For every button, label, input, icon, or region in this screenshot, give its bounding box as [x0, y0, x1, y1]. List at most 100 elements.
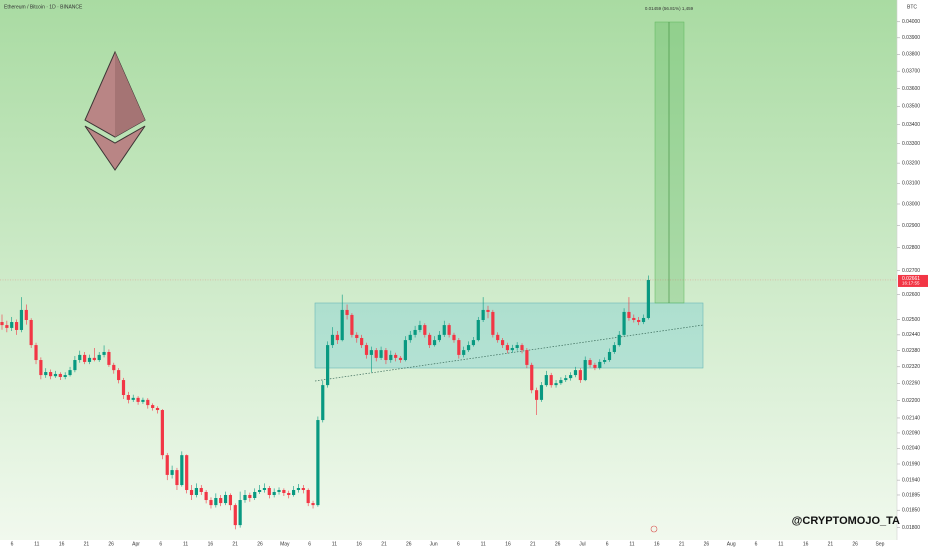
- candle-body: [564, 378, 568, 381]
- candle-body: [559, 380, 563, 384]
- candle-body: [603, 360, 607, 362]
- y-tick-label: 0.02440: [902, 332, 920, 338]
- candle-body: [326, 345, 330, 386]
- candle-body: [223, 494, 228, 504]
- x-tick-label: Apr: [132, 541, 140, 547]
- x-tick-label: 21: [232, 541, 238, 547]
- candle-body: [622, 311, 626, 335]
- candle-body: [92, 357, 96, 361]
- candle-body: [73, 360, 77, 371]
- candle-body: [379, 350, 383, 358]
- range-zone: [314, 302, 704, 369]
- x-tick-label: 26: [406, 541, 412, 547]
- candle-body: [360, 337, 364, 346]
- candle-body: [374, 350, 378, 358]
- y-tick-label: 0.02800: [902, 245, 920, 251]
- x-tick-label: Jul: [579, 541, 585, 547]
- candle-body: [296, 488, 301, 490]
- candle-body: [462, 350, 466, 355]
- candle-body: [272, 491, 276, 495]
- candle-body: [617, 334, 621, 346]
- candle-body: [476, 319, 480, 341]
- candle-body: [403, 340, 407, 361]
- x-tick-label: 11: [183, 541, 188, 547]
- candle-body: [641, 317, 646, 323]
- candle-body: [126, 395, 130, 400]
- candle-body: [185, 455, 189, 490]
- candle-body: [151, 405, 155, 408]
- candle-body: [29, 319, 33, 346]
- candle-body: [364, 345, 369, 355]
- candle-body: [287, 492, 291, 495]
- y-tick-label: 0.03800: [902, 52, 920, 58]
- candle-body: [486, 309, 490, 312]
- marks: 0.04000 0.03900 0.03800 0.03700 0.03600 0.035…: [0, 19, 928, 547]
- candle-body: [306, 489, 310, 504]
- measure-label: 0.01459 (56.81%) 1,459: [645, 6, 694, 11]
- candle-body: [53, 373, 58, 377]
- x-tick-label: 6: [159, 541, 162, 547]
- candle-body: [496, 334, 500, 341]
- candle-body: [24, 309, 28, 320]
- candle-body: [384, 350, 388, 361]
- candle-body: [311, 503, 315, 506]
- x-tick-label: 6: [755, 541, 758, 547]
- candle-body: [155, 407, 160, 411]
- y-tick-label: 0.03900: [902, 35, 920, 41]
- candle-body: [0, 322, 4, 326]
- candle-body: [457, 340, 461, 355]
- candle-body: [549, 375, 553, 386]
- y-tick-label: 0.03600: [902, 86, 920, 92]
- candle-body: [437, 334, 441, 341]
- candle-body: [204, 491, 208, 501]
- y-tick-label: 0.02700: [902, 268, 920, 274]
- candle-body: [121, 380, 126, 396]
- candle-body: [136, 397, 140, 402]
- y-tick-label: 0.03400: [902, 122, 920, 128]
- y-tick-label: 0.02090: [902, 430, 920, 436]
- candle-body: [34, 345, 38, 361]
- candle-body: [257, 489, 262, 492]
- candle-body: [253, 491, 257, 499]
- candle-body: [321, 385, 325, 421]
- candle-body: [112, 364, 116, 371]
- candle-body: [141, 399, 145, 402]
- y-tick-label: 0.02600: [902, 292, 920, 298]
- x-tick-label: 21: [530, 541, 536, 547]
- candle-body: [627, 311, 631, 318]
- countdown-label: 16:17:55: [902, 281, 920, 286]
- x-tick-label: 26: [108, 541, 114, 547]
- x-tick-label: 11: [629, 541, 634, 547]
- candle-body: [39, 360, 43, 376]
- candle-body: [233, 505, 237, 526]
- candle-body: [292, 489, 296, 495]
- candle-body: [102, 351, 106, 355]
- x-tick-label: 6: [606, 541, 609, 547]
- y-tick-label: 0.03500: [902, 104, 920, 110]
- candle-body: [189, 489, 194, 495]
- candle-body: [544, 375, 548, 386]
- x-tick-label: 11: [778, 541, 783, 547]
- watermark: @CRYPTOMOJO_TA: [792, 515, 900, 527]
- x-tick-label: 11: [481, 541, 486, 547]
- candle-body: [175, 470, 179, 486]
- candle-body: [5, 325, 9, 328]
- last-price-label: 0.02661: [902, 276, 920, 282]
- x-tick-label: 21: [381, 541, 387, 547]
- y-tick-label: 0.01895: [902, 492, 920, 498]
- candle-body: [228, 494, 233, 506]
- x-tick-label: 16: [356, 541, 362, 547]
- candle-body: [510, 347, 514, 351]
- candle-body: [83, 354, 87, 362]
- candle-body: [515, 345, 519, 348]
- candle-body: [471, 340, 476, 346]
- x-tick-label: 26: [257, 541, 263, 547]
- x-tick-label: Jun: [430, 541, 438, 547]
- candle-body: [569, 375, 573, 379]
- x-tick-label: 16: [803, 541, 809, 547]
- x-tick-label: 16: [59, 541, 65, 547]
- candle-body: [160, 410, 164, 456]
- candle-body: [646, 279, 650, 318]
- x-tick-label: 6: [308, 541, 311, 547]
- candle-body: [267, 488, 271, 495]
